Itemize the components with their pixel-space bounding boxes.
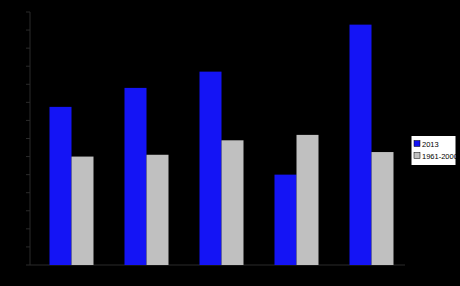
y-tick xyxy=(26,30,30,31)
bar xyxy=(50,107,72,265)
chart: 2013 1961-2000 xyxy=(0,0,460,286)
chart-container: 2013 1961-2000 xyxy=(0,0,460,286)
y-tick xyxy=(26,102,30,103)
legend-box xyxy=(411,136,456,166)
bar xyxy=(275,175,297,265)
bar xyxy=(222,140,244,265)
y-tick xyxy=(26,84,30,85)
y-tick xyxy=(26,12,30,13)
y-tick xyxy=(26,120,30,121)
legend-swatch xyxy=(414,153,420,159)
y-tick xyxy=(26,210,30,211)
legend-label: 2013 xyxy=(422,140,439,149)
y-tick xyxy=(26,138,30,139)
y-tick xyxy=(26,48,30,49)
legend-swatch xyxy=(414,141,420,147)
y-tick xyxy=(26,246,30,247)
background xyxy=(0,0,460,286)
legend-label: 1961-2000 xyxy=(422,152,458,161)
legend: 2013 1961-2000 xyxy=(411,136,458,166)
bar xyxy=(147,155,169,265)
y-tick xyxy=(26,265,30,266)
bar xyxy=(125,88,147,265)
bar xyxy=(297,135,319,265)
bar xyxy=(200,72,222,265)
y-tick xyxy=(26,192,30,193)
y-tick xyxy=(26,156,30,157)
bars xyxy=(50,25,394,265)
bar xyxy=(350,25,372,265)
y-tick xyxy=(26,228,30,229)
bar xyxy=(72,157,94,265)
y-tick xyxy=(26,174,30,175)
y-axis xyxy=(30,12,31,265)
y-tick xyxy=(26,66,30,67)
bar xyxy=(372,152,394,265)
